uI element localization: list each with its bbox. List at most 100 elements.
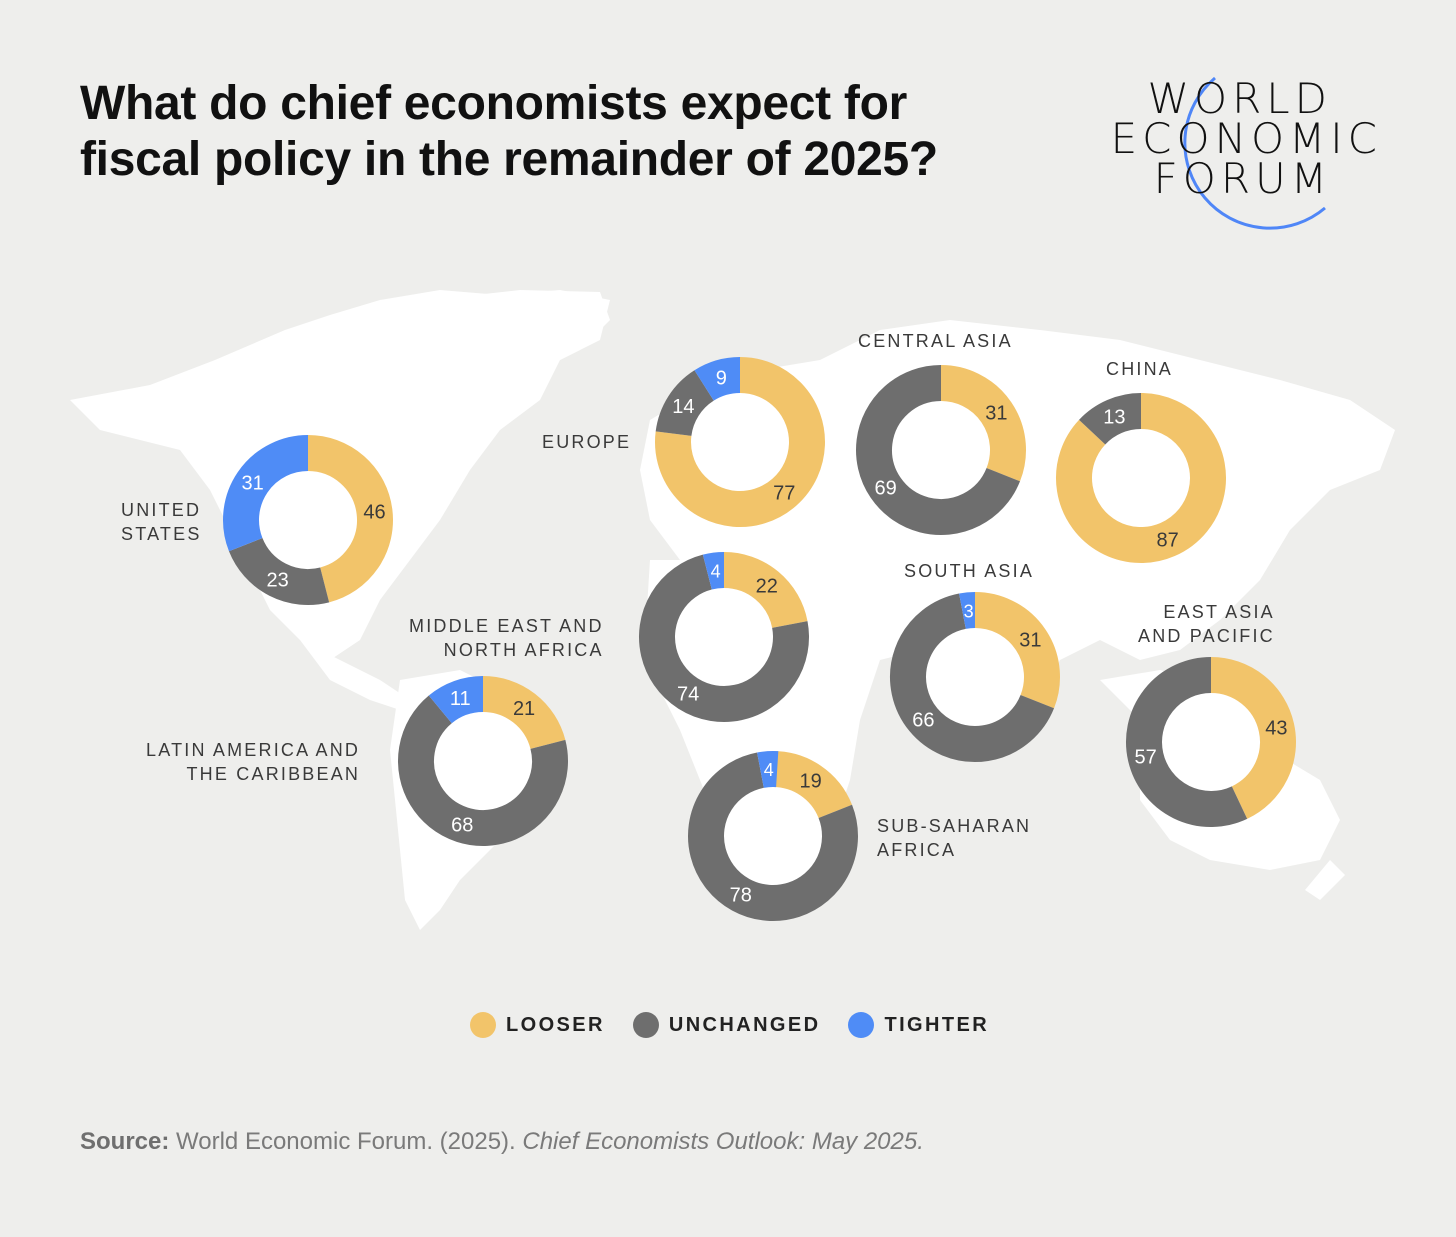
donut-slice-central-asia-unchanged [856,365,1021,535]
donut-hole-china [1092,429,1190,527]
donut-slice-south-asia-looser [974,592,1060,709]
donut-label-central-asia-looser: 31 [985,402,1007,424]
donut-central-asia: 31 69 [856,365,1026,535]
donut-latin-america-and-the-caribbean: 21 68 11 [398,676,568,846]
donut-east-asia-and-pacific: 43 57 [1126,657,1296,827]
donut-slice-latin-america-and-the-caribbean-unchanged [398,695,568,846]
label-china: CHINA [1106,359,1174,379]
donut-slice-united-states-tighter [223,435,309,552]
donut-slice-latin-america-and-the-caribbean-looser [482,676,566,750]
logo-ring-icon [1183,76,1326,230]
label-mena: MIDDLE EAST AND NORTH AFRICA [409,616,604,660]
donut-slice-latin-america-and-the-caribbean-tighter [428,676,484,724]
legend-item-tighter: TIGHTER [848,1012,989,1038]
label-east-asia-pacific: EAST ASIA AND PACIFIC [1138,602,1275,646]
label-sub-saharan-africa: SUB-SAHARAN AFRICA [877,816,1032,860]
donut-label-china-unchanged: 13 [1103,407,1125,429]
donut-label-europe-unchanged: 14 [672,396,694,418]
label-south-asia: SOUTH ASIA [904,561,1035,581]
donut-label-latin-america-and-the-caribbean-looser: 21 [513,698,535,720]
label-latin-america: LATIN AMERICA AND THE CARIBBEAN [146,740,361,784]
donut-hole-central-asia [892,401,990,499]
donut-slice-south-asia-unchanged [890,593,1055,762]
label-central-asia: CENTRAL ASIA [858,331,1013,351]
donut-label-middle-east-and-north-africa-looser: 22 [756,575,778,597]
legend-swatch-tighter [848,1012,875,1038]
chart-title: What do chief economists expect for fisc… [80,76,1080,188]
donut-label-central-asia-unchanged: 69 [874,478,896,500]
donut-slice-europe-unchanged [655,370,715,437]
donut-europe: 77 14 9 [655,357,825,527]
donut-slice-united-states-looser [307,435,393,603]
label-europe: EUROPE [542,432,632,452]
map-central-america [300,640,410,710]
donut-label-united-states-tighter: 31 [241,472,263,494]
donut-label-south-asia-looser: 31 [1019,629,1041,651]
donut-hole-sub-saharan-africa [724,787,822,885]
donut-hole-europe [691,393,789,491]
donut-label-latin-america-and-the-caribbean-unchanged: 68 [451,815,473,837]
donut-label-europe-tighter: 9 [716,368,727,390]
source-note: Source: World Economic Forum. (2025). Ch… [80,1128,924,1156]
donut-hole-south-asia [926,628,1024,726]
donut-slice-china-looser [1056,393,1226,563]
legend-label-unchanged: UNCHANGED [668,1013,821,1036]
map-eurasia [640,320,1395,700]
donut-south-asia: 31 66 3 [890,592,1060,762]
donut-label-middle-east-and-north-africa-tighter: 4 [711,562,721,582]
legend-label-tighter: TIGHTER [884,1013,990,1036]
map-greenland [430,290,610,390]
donut-label-sub-saharan-africa-tighter: 4 [764,760,774,780]
donut-label-east-asia-and-pacific-looser: 43 [1265,717,1287,739]
donut-slice-south-asia-tighter [959,592,976,629]
source-text: World Economic Forum. (2025). [176,1128,516,1155]
donut-label-sub-saharan-africa-unchanged: 78 [730,885,752,907]
donut-slice-middle-east-and-north-africa-looser [723,552,808,629]
title-line-2: fiscal policy in the remainder of 2025? [80,133,938,186]
donut-china: 87 13 [1056,393,1226,563]
donut-slice-united-states-unchanged [228,537,330,605]
donut-slice-sub-saharan-africa-looser [772,751,853,819]
map-new-zealand [1305,860,1345,900]
donut-slice-china-unchanged [1079,393,1142,446]
donut-label-south-asia-tighter: 3 [964,601,974,621]
donut-label-middle-east-and-north-africa-unchanged: 74 [677,684,699,706]
title-line-1: What do chief economists expect for [80,77,907,130]
source-publication: Chief Economists Outlook: May 2025. [522,1128,924,1155]
donut-slice-east-asia-and-pacific-unchanged [1126,657,1248,827]
logo-line-1: WORLD [1147,74,1332,123]
legend: LOOSER UNCHANGED TIGHTER [470,1010,989,1040]
donut-slice-europe-tighter [694,357,741,402]
donut-label-latin-america-and-the-caribbean-tighter: 11 [450,688,471,710]
donut-hole-united-states [259,471,357,569]
source-prefix: Source: [80,1128,170,1155]
donut-label-europe-looser: 77 [773,482,795,504]
label-united-states: UNITED STATES [121,500,202,544]
donut-slice-east-asia-and-pacific-looser [1210,657,1296,819]
legend-item-unchanged: UNCHANGED [632,1012,821,1038]
logo-line-3: FORUM [1153,154,1332,203]
donut-hole-latin-america-and-the-caribbean [434,712,532,810]
donut-slice-sub-saharan-africa-tighter [757,751,779,788]
donut-label-sub-saharan-africa-looser: 19 [800,771,822,793]
legend-label-looser: LOOSER [506,1013,605,1036]
donut-label-china-looser: 87 [1156,529,1178,551]
legend-swatch-unchanged [632,1012,659,1038]
donut-sub-saharan-africa: 19 78 4 [688,751,858,921]
donut-hole-middle-east-and-north-africa [675,588,773,686]
donut-label-united-states-looser: 46 [363,502,385,524]
donut-slice-middle-east-and-north-africa-tighter [702,552,725,590]
logo-line-2: ECONOMIC [1110,114,1382,163]
donut-slice-central-asia-looser [940,365,1026,482]
donut-united-states: 46 23 31 [223,435,393,605]
legend-swatch-looser [470,1012,496,1038]
donut-slice-middle-east-and-north-africa-unchanged [639,554,809,722]
donut-label-united-states-unchanged: 23 [266,570,288,592]
donut-middle-east-and-north-africa: 22 74 4 [639,552,809,722]
donut-label-east-asia-and-pacific-unchanged: 57 [1134,747,1156,769]
legend-item-looser: LOOSER [470,1012,605,1038]
donut-label-south-asia-unchanged: 66 [912,710,934,732]
wef-logo: WORLD ECONOMIC FORUM [1110,76,1400,236]
donut-slice-sub-saharan-africa-unchanged [688,752,858,921]
